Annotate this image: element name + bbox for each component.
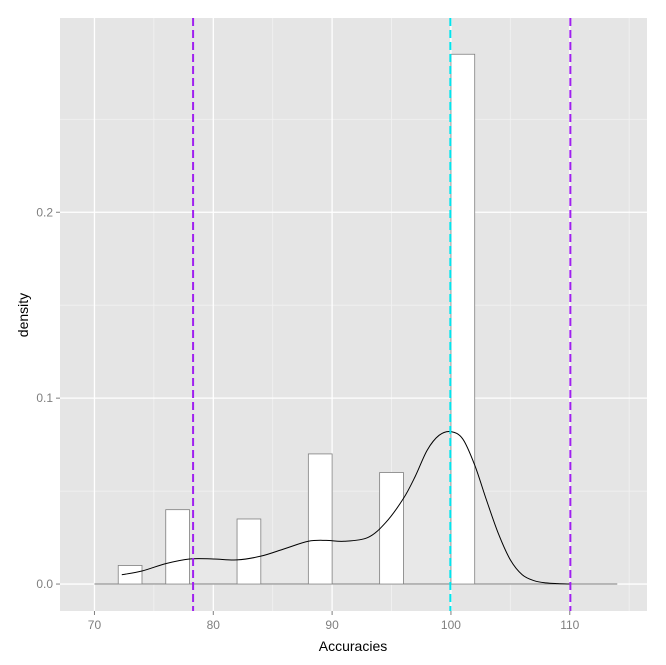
plot-panel: [60, 18, 647, 611]
histogram-bar: [117, 565, 143, 585]
y-tick-label: 0.2: [36, 205, 53, 219]
x-tick-label: 80: [207, 618, 221, 632]
x-tick-label: 90: [325, 618, 339, 632]
y-tick-label: 0.1: [36, 391, 53, 405]
density-curve-line: [121, 430, 570, 585]
histogram-bar: [165, 509, 190, 585]
histogram-bar: [450, 53, 476, 585]
x-tick-label: 70: [88, 618, 102, 632]
axis-ticks: 70 80 90 100 110 0.0 0.1 0.2: [36, 205, 579, 632]
minor-gridlines: [60, 18, 647, 611]
histogram-bars: [117, 53, 570, 585]
x-tick-label: 100: [441, 618, 461, 632]
histogram-bar: [236, 518, 262, 585]
histogram-bar: [379, 472, 404, 585]
y-tick-label: 0.0: [36, 577, 53, 591]
histogram-bar: [307, 453, 333, 585]
x-axis-title: Accuracies: [319, 638, 387, 654]
reference-lines: [192, 18, 572, 611]
x-tick-label: 110: [560, 618, 579, 632]
y-axis-title: density: [15, 293, 31, 337]
